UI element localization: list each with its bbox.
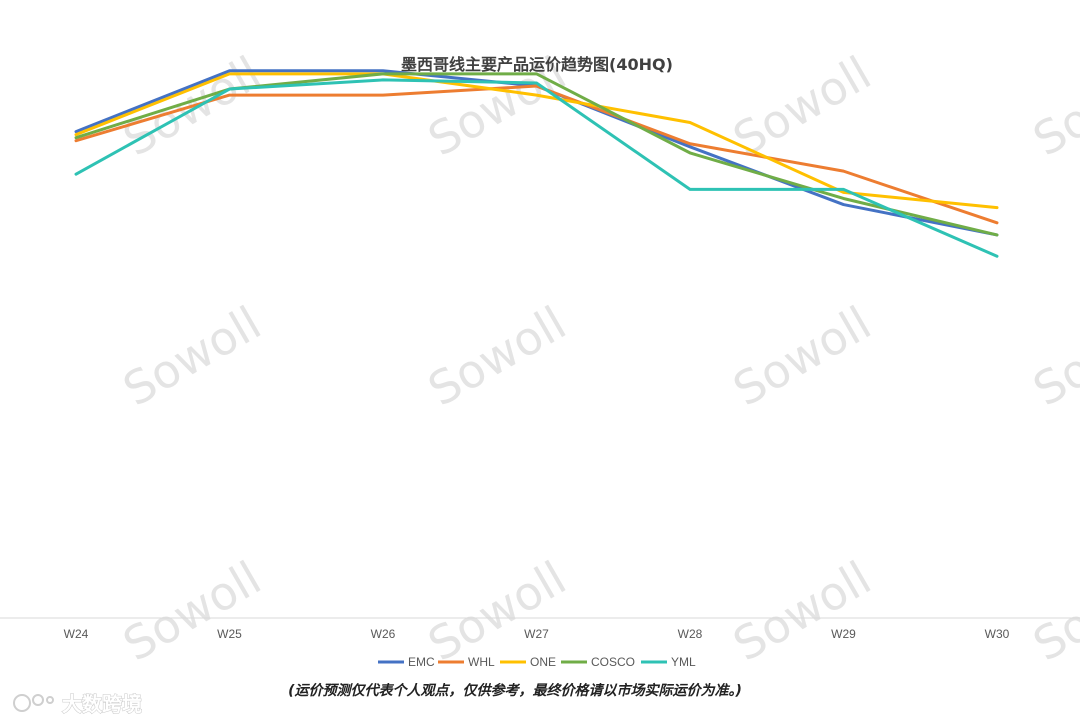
x-tick-label: W25 [217, 627, 242, 641]
x-tick-label: W30 [985, 627, 1010, 641]
watermark-layer: Sowoll Sowoll Sowoll Sowoll Sowoll Sowoll Sowo… [114, 46, 1080, 672]
watermark-text: Sowoll [1024, 296, 1080, 417]
watermark-text: Sowoll [114, 296, 270, 417]
x-tick-label: W29 [831, 627, 856, 641]
x-tick-label: W24 [64, 627, 89, 641]
brand-name: 大数跨境 [62, 692, 142, 716]
watermark-text: Sowoll [724, 296, 880, 417]
watermark-text: Sowoll [419, 551, 575, 672]
legend-item-cosco: COSCO [561, 655, 635, 669]
legend-label: YML [671, 655, 696, 669]
brand-logo: 大数跨境 [13, 692, 143, 717]
x-tick-label: W26 [371, 627, 396, 641]
watermark-text: Sowoll [1024, 46, 1080, 167]
footnote-disclaimer: (运价预测仅代表个人观点，仅供参考，最终价格请以市场实际运价为准。) [288, 682, 742, 699]
series-line-yml [74, 78, 999, 258]
legend: EMC WHL ONE COSCO YML [378, 655, 696, 669]
x-tick-label: W27 [524, 627, 549, 641]
legend-label: ONE [530, 655, 556, 669]
series-line-one [74, 72, 999, 210]
chart-title: 墨西哥线主要产品运价趋势图(40HQ) [401, 55, 673, 74]
x-tick-label: W28 [678, 627, 703, 641]
brand-mark-icon [13, 694, 54, 712]
legend-item-emc: EMC [378, 655, 435, 669]
legend-item-yml: YML [641, 655, 696, 669]
watermark-text: Sowoll [419, 296, 575, 417]
legend-label: COSCO [591, 655, 635, 669]
watermark-text: Sowoll [1024, 551, 1080, 672]
series-line-whl [74, 84, 999, 225]
legend-item-whl: WHL [438, 655, 495, 669]
series-layer [74, 69, 999, 258]
legend-label: EMC [408, 655, 435, 669]
watermark-text: Sowoll [724, 551, 880, 672]
legend-label: WHL [468, 655, 495, 669]
x-axis-ticks: W24 W25 W26 W27 W28 W29 W30 [64, 627, 1010, 641]
watermark-text: Sowoll [114, 551, 270, 672]
legend-item-one: ONE [500, 655, 556, 669]
